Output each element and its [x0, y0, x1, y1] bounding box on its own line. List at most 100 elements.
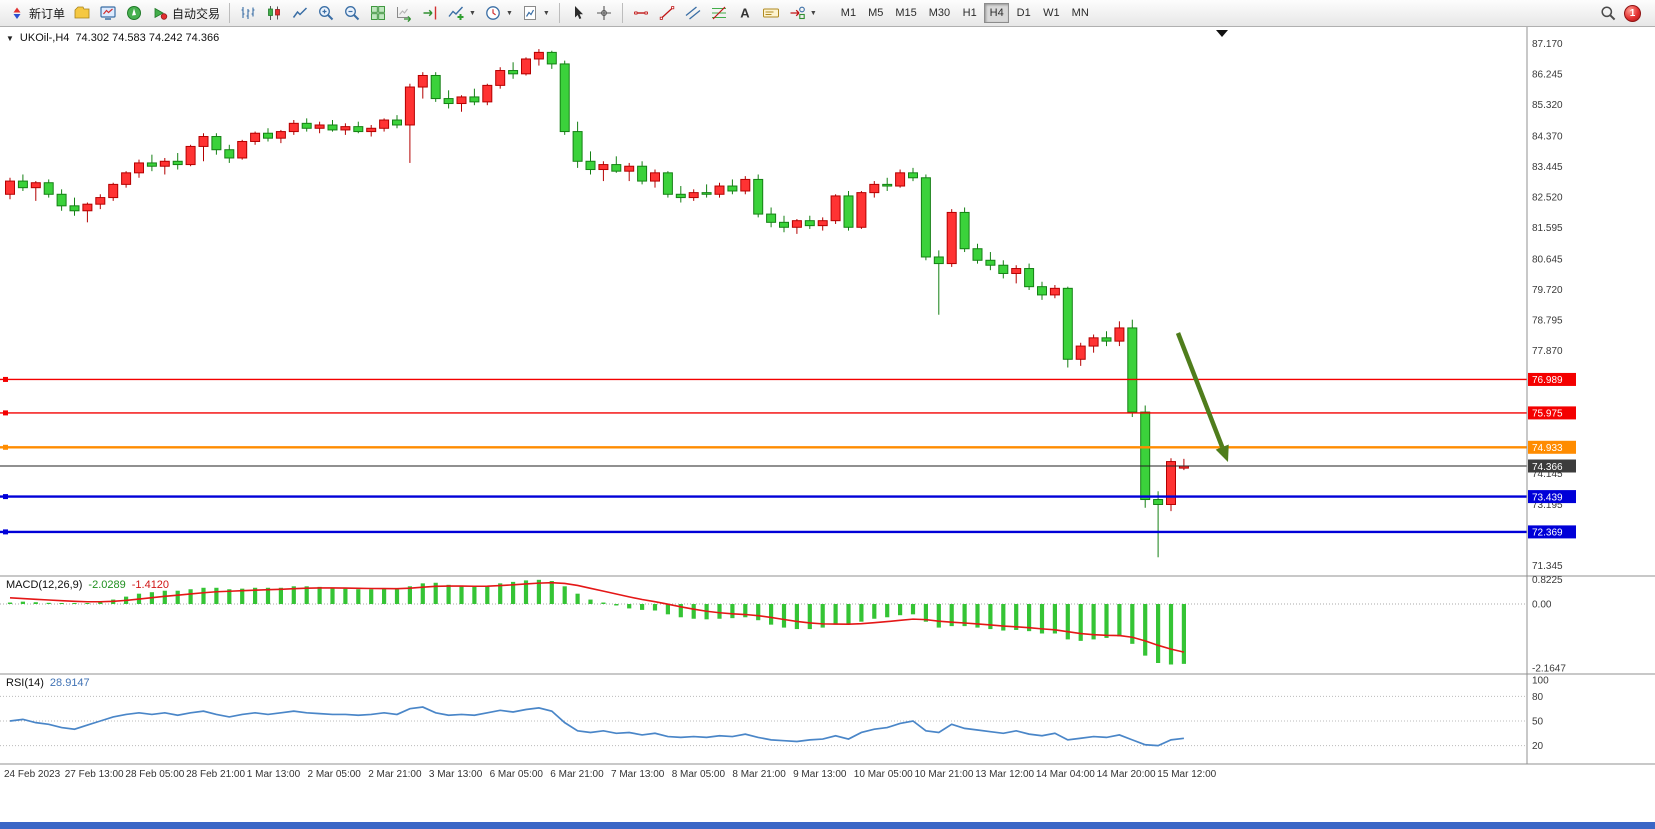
- trendline-tool-button[interactable]: [654, 2, 680, 25]
- line-handle[interactable]: [3, 494, 8, 500]
- macd-axis-label: 0.8225: [1532, 575, 1563, 586]
- new-order-button[interactable]: 新订单: [4, 2, 69, 25]
- bear-candle: [585, 160, 596, 171]
- zoom-out-button[interactable]: [339, 2, 365, 25]
- bull-candle: [817, 220, 828, 227]
- search-icon[interactable]: [1599, 4, 1617, 22]
- bull-candle: [275, 131, 286, 139]
- periods-clock-icon: [484, 4, 502, 22]
- timeframe-m1-button[interactable]: M1: [840, 7, 857, 19]
- price-tag: [1528, 372, 1576, 386]
- shapes-tool-button[interactable]: ▼: [784, 2, 821, 25]
- bear-candle: [327, 124, 338, 131]
- line-handle[interactable]: [3, 410, 8, 416]
- line-handle[interactable]: [3, 376, 8, 382]
- bear-candle: [263, 132, 273, 139]
- auto-scroll-icon: [395, 4, 413, 22]
- price-tag-text: 74.933: [1532, 443, 1563, 454]
- zoom-in-icon: [317, 4, 335, 22]
- price-axis-label: 84.370: [1532, 131, 1563, 142]
- price-tag-text: 72.369: [1532, 528, 1563, 539]
- timeframe-m5-button[interactable]: M5: [868, 7, 884, 19]
- bear-candle: [1101, 337, 1112, 342]
- bull-candle: [482, 84, 493, 103]
- timeframe-mn-button[interactable]: MN: [1071, 7, 1089, 19]
- indicators-button[interactable]: ▼: [443, 2, 480, 25]
- bar-chart-button[interactable]: [235, 2, 261, 25]
- price-chart-canvas[interactable]: 87.170 86.245 85.320 84.370 83.445 82.520 81.5…: [0, 27, 1655, 829]
- navigator-button[interactable]: [121, 2, 147, 25]
- dropdown-caret-icon: ▼: [809, 9, 817, 17]
- line-handle[interactable]: [3, 529, 8, 535]
- bear-candle: [985, 259, 996, 266]
- zoom-out-icon: [343, 4, 361, 22]
- channel-tool-button[interactable]: [680, 2, 706, 25]
- crosshair-tool-button[interactable]: [591, 2, 617, 25]
- zoom-in-button[interactable]: [313, 2, 339, 25]
- price-axis-label: 83.445: [1532, 162, 1563, 173]
- timeframe-h1-button[interactable]: H1: [962, 7, 977, 19]
- bar-chart-icon: [239, 4, 257, 22]
- price-tag-text: 73.439: [1532, 492, 1563, 503]
- bear-candle: [146, 162, 157, 167]
- rsi-axis-label: 80: [1532, 692, 1544, 703]
- price-tag: [1528, 440, 1576, 454]
- dropdown-caret-icon: ▼: [542, 9, 550, 17]
- line-handle[interactable]: [3, 444, 8, 450]
- cursor-tool-button[interactable]: [565, 2, 591, 25]
- bear-candle: [959, 211, 970, 250]
- price-axis-label: 77.870: [1532, 346, 1563, 357]
- bear-candle: [1127, 327, 1138, 413]
- timeframe-h4-button[interactable]: H4: [984, 3, 1010, 23]
- bull-candle: [856, 192, 867, 228]
- timeframe-m30-button[interactable]: M30: [928, 7, 951, 19]
- label-icon: [762, 4, 780, 22]
- text-label-tool-button[interactable]: [758, 2, 784, 25]
- timeframe-m15-button[interactable]: M15: [895, 7, 917, 19]
- toolbar-buttons: 新订单 自动交易 ▼ ▼ ▼ A ▼: [4, 2, 821, 25]
- tile-windows-button[interactable]: [365, 2, 391, 25]
- templates-button[interactable]: ▼: [517, 2, 554, 25]
- bull-candle: [121, 172, 132, 185]
- periods-button[interactable]: ▼: [480, 2, 517, 25]
- charts-profile-icon: [73, 4, 91, 22]
- auto-trading-button[interactable]: 自动交易: [147, 2, 224, 25]
- line-chart-button[interactable]: [287, 2, 313, 25]
- candlestick-chart-button[interactable]: [261, 2, 287, 25]
- bear-candle: [804, 220, 815, 227]
- price-tag: [1528, 490, 1576, 504]
- notification-badge[interactable]: 1: [1624, 4, 1641, 22]
- toolbar-separator: [229, 3, 231, 23]
- price-tag: [1528, 525, 1576, 539]
- text-tool-button[interactable]: A: [732, 2, 758, 25]
- bear-candle: [17, 180, 28, 189]
- auto-scroll-button[interactable]: [391, 2, 417, 25]
- timeframe-d1-button[interactable]: D1: [1016, 7, 1031, 19]
- horizontal-line-tool-button[interactable]: [628, 2, 654, 25]
- bear-candle: [172, 160, 183, 166]
- bear-candle: [224, 149, 235, 159]
- bull-candle: [108, 183, 119, 199]
- window-bottom-border: [0, 822, 1655, 829]
- market-watch-button[interactable]: [95, 2, 121, 25]
- time-axis-label: 15 Mar 12:00: [1157, 769, 1216, 780]
- collapse-arrow-icon[interactable]: ▼: [6, 33, 14, 43]
- timeframe-bar: M1 M5 M15 M30 H1 H4 D1 W1 MN: [835, 3, 1095, 23]
- charts-profile-button[interactable]: [69, 2, 95, 25]
- price-axis-label: 85.320: [1532, 100, 1563, 111]
- bull-candle: [688, 192, 699, 199]
- bear-candle: [933, 256, 944, 265]
- bear-candle: [611, 164, 622, 172]
- chart-area[interactable]: 87.170 86.245 85.320 84.370 83.445 82.520 81.5…: [0, 27, 1655, 829]
- bull-candle: [198, 136, 209, 147]
- down-trend-arrowhead[interactable]: [1215, 444, 1229, 462]
- time-axis-label: 9 Mar 13:00: [793, 769, 847, 780]
- timeframe-w1-button[interactable]: W1: [1043, 7, 1060, 19]
- fibonacci-tool-button[interactable]: [706, 2, 732, 25]
- bull-candle: [869, 183, 880, 194]
- chart-shift-button[interactable]: [417, 2, 443, 25]
- bear-candle: [972, 248, 983, 261]
- price-tag: [1528, 406, 1576, 420]
- down-trend-arrow[interactable]: [1175, 332, 1225, 448]
- macd-signal-line: [9, 581, 1185, 653]
